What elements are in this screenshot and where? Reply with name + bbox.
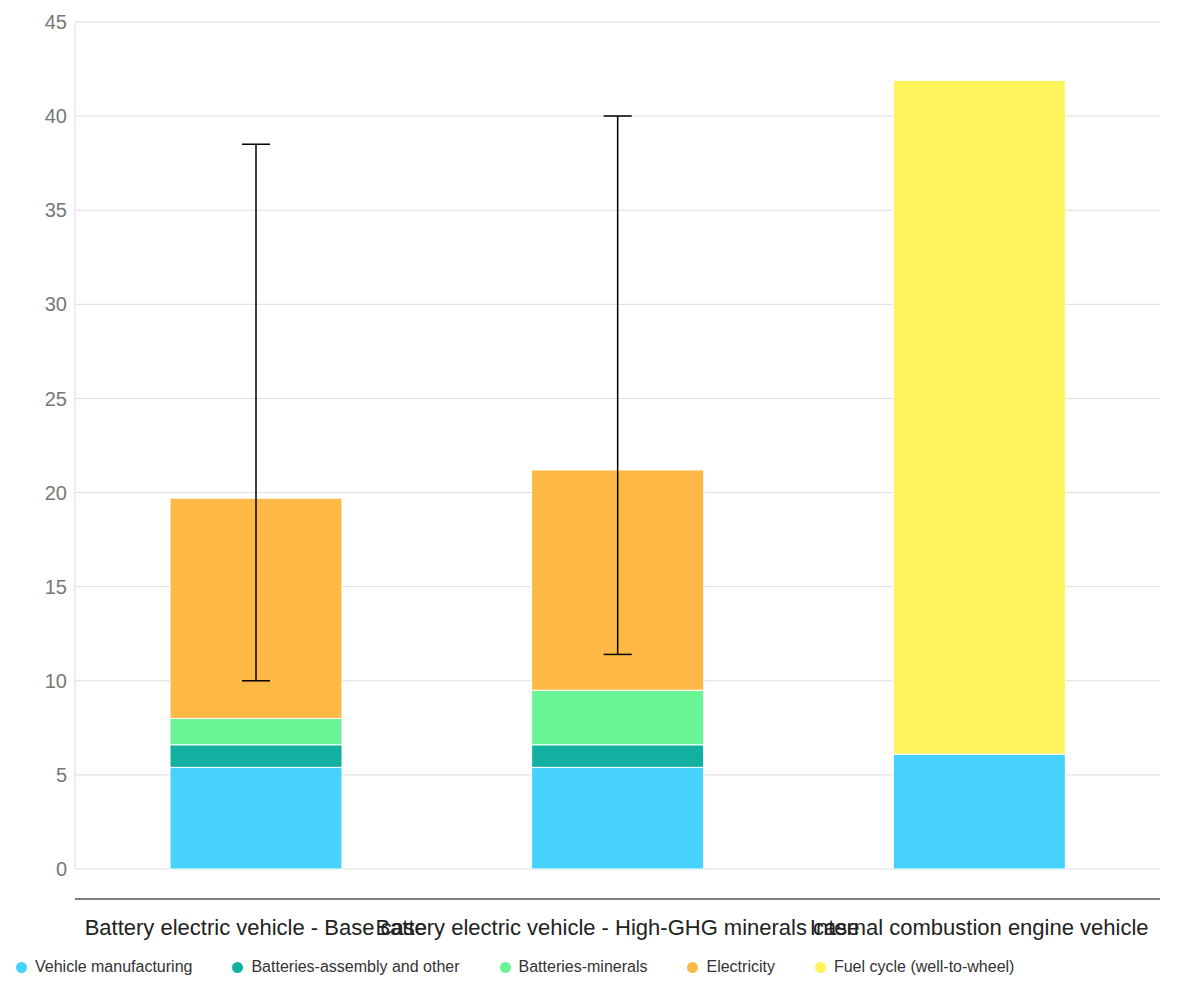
html-text:Batteries-minerals: Batteries-minerals xyxy=(518,958,648,975)
html-text:Electricity: Electricity xyxy=(706,958,775,975)
svg-text:15: 15 xyxy=(45,576,67,598)
html-text:Fuel cycle (well-to-wheel): Fuel cycle (well-to-wheel) xyxy=(833,958,1015,975)
svg-text:30: 30 xyxy=(45,293,67,315)
svg-text:Battery electric vehicle - Hig: Battery electric vehicle - High-GHG mine… xyxy=(375,915,859,940)
svg-text:25: 25 xyxy=(45,388,67,410)
svg-text:Battery electric vehicle - Bas: Battery electric vehicle - Base case xyxy=(84,914,427,940)
svg-text:Internal combustion engine veh: Internal combustion engine vehicle xyxy=(810,915,1149,940)
svg-text:45: 45 xyxy=(45,11,67,33)
svg-text:0: 0 xyxy=(56,858,67,880)
svg-text:10: 10 xyxy=(45,670,67,692)
html-text:Vehicle manufacturing: Vehicle manufacturing xyxy=(35,958,193,975)
svg-text:20: 20 xyxy=(45,482,67,504)
html-text:Batteries-assembly and other: Batteries-assembly and other xyxy=(251,958,460,975)
svg-text:40: 40 xyxy=(45,105,67,127)
svg-text:5: 5 xyxy=(56,764,67,786)
svg-text:35: 35 xyxy=(45,199,67,221)
